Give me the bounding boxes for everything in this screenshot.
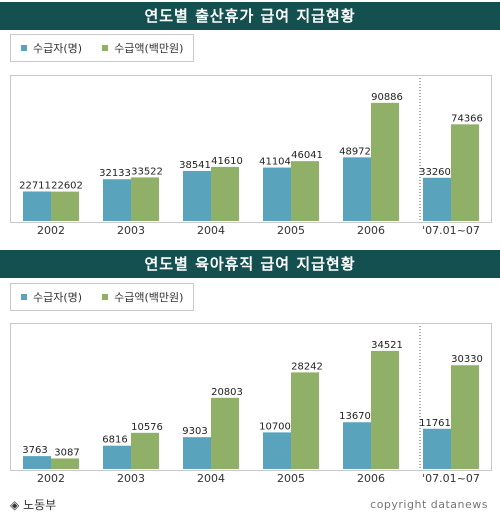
data-label: 38541 xyxy=(179,160,211,171)
data-label: 41104 xyxy=(259,157,291,168)
bar-series2 xyxy=(211,397,239,469)
bar-series2 xyxy=(451,124,479,221)
bar-series1 xyxy=(423,177,451,221)
data-label: 22711 xyxy=(19,180,51,191)
legend-label-series2: 수급액(백만원) xyxy=(114,291,184,304)
legend-item-series1: 수급자(명) xyxy=(21,40,82,56)
data-label: 6816 xyxy=(102,435,127,446)
chart-title-1: 연도별 출산휴가 급여 지급현황 xyxy=(0,2,500,30)
bar-series2 xyxy=(371,102,399,221)
legend-label-series1: 수급자(명) xyxy=(33,42,83,55)
x-tick-label: 2005 xyxy=(277,472,305,485)
legend-item-series1: 수급자(명) xyxy=(21,289,82,305)
bar-series2 xyxy=(371,350,399,469)
x-tick-label: 2005 xyxy=(277,224,305,237)
legend-1: 수급자(명) 수급액(백만원) xyxy=(10,34,195,62)
x-tick-label: '07.01~07 xyxy=(422,224,480,237)
bar-series1 xyxy=(343,422,371,469)
data-label: 34521 xyxy=(371,340,403,351)
x-tick-label: 2004 xyxy=(197,224,225,237)
copyright-text: copyright datanews xyxy=(370,498,488,511)
legend-swatch-series1 xyxy=(21,45,27,51)
data-label: 90886 xyxy=(371,92,403,103)
data-label: 32133 xyxy=(99,168,131,179)
bar-series1 xyxy=(23,456,51,469)
bar-series2 xyxy=(51,458,79,469)
data-label: 41610 xyxy=(211,156,243,167)
bar-chart-2: 3763 3087 6816 10576 9303 20803 10700 28242 1367… xyxy=(22,326,483,469)
bar-series2 xyxy=(131,432,159,469)
data-label: 46041 xyxy=(291,150,323,161)
bar-series1 xyxy=(263,167,291,221)
data-label: 33260 xyxy=(419,167,451,178)
data-label: 9303 xyxy=(182,426,207,437)
bar-series2 xyxy=(51,191,79,221)
bar-series2 xyxy=(291,372,319,469)
legend-swatch-series2 xyxy=(102,45,109,51)
legend-item-series2: 수급액(백만원) xyxy=(102,289,183,305)
x-tick-label: 2004 xyxy=(197,472,225,485)
bar-series1 xyxy=(423,428,451,469)
bar-series1 xyxy=(103,179,131,221)
x-tick-label: 2002 xyxy=(37,472,65,485)
data-label: 3763 xyxy=(22,445,47,456)
diamond-icon: ◈ xyxy=(10,498,20,512)
legend-label-series1: 수급자(명) xyxy=(33,291,83,304)
data-label: 10700 xyxy=(259,421,291,432)
data-label: 10576 xyxy=(131,422,163,433)
x-tick-label: 2003 xyxy=(117,224,145,237)
bar-series1 xyxy=(23,191,51,221)
bar-series2 xyxy=(211,166,239,221)
data-label: 33522 xyxy=(131,166,163,177)
data-label: 48972 xyxy=(339,146,371,157)
data-label: 30330 xyxy=(451,354,483,365)
data-label: 22602 xyxy=(51,181,83,192)
data-label: 3087 xyxy=(54,447,79,458)
data-label: 20803 xyxy=(211,387,243,398)
bar-series2 xyxy=(451,365,479,469)
bar-series1 xyxy=(183,437,211,469)
bar-series1 xyxy=(183,170,211,221)
x-tick-label: 2006 xyxy=(357,472,385,485)
x-tick-label: 2003 xyxy=(117,472,145,485)
bar-series2 xyxy=(291,161,319,221)
chart-title-2: 연도별 육아휴직 급여 지급현황 xyxy=(0,250,500,278)
legend-2: 수급자(명) 수급액(백만원) xyxy=(10,283,195,311)
x-tick-label: '07.01~07 xyxy=(422,472,480,485)
legend-swatch-series2 xyxy=(102,294,109,300)
bar-series1 xyxy=(103,445,131,469)
bar-series2 xyxy=(131,177,159,221)
x-tick-label: 2006 xyxy=(357,224,385,237)
data-label: 11761 xyxy=(419,418,451,429)
legend-swatch-series1 xyxy=(21,294,27,300)
bar-series1 xyxy=(343,157,371,221)
x-tick-label: 2002 xyxy=(37,224,65,237)
chart-area-2: 3763 3087 6816 10576 9303 20803 10700 28242 1367… xyxy=(10,323,492,485)
data-label: 13670 xyxy=(339,411,371,422)
data-label: 74366 xyxy=(451,113,483,124)
bar-series1 xyxy=(263,432,291,469)
bar-chart-1: 22711 22602 32133 33522 38541 41610 4110446041… xyxy=(19,78,483,221)
source-label: 노동부 xyxy=(23,498,57,512)
legend-label-series2: 수급액(백만원) xyxy=(114,42,184,55)
data-label: 28242 xyxy=(291,361,323,372)
chart-area-1: 22711 22602 32133 33522 38541 41610 41104 46041… xyxy=(10,75,492,237)
source-note: ◈ 노동부 xyxy=(10,496,56,513)
legend-item-series2: 수급액(백만원) xyxy=(102,40,183,56)
